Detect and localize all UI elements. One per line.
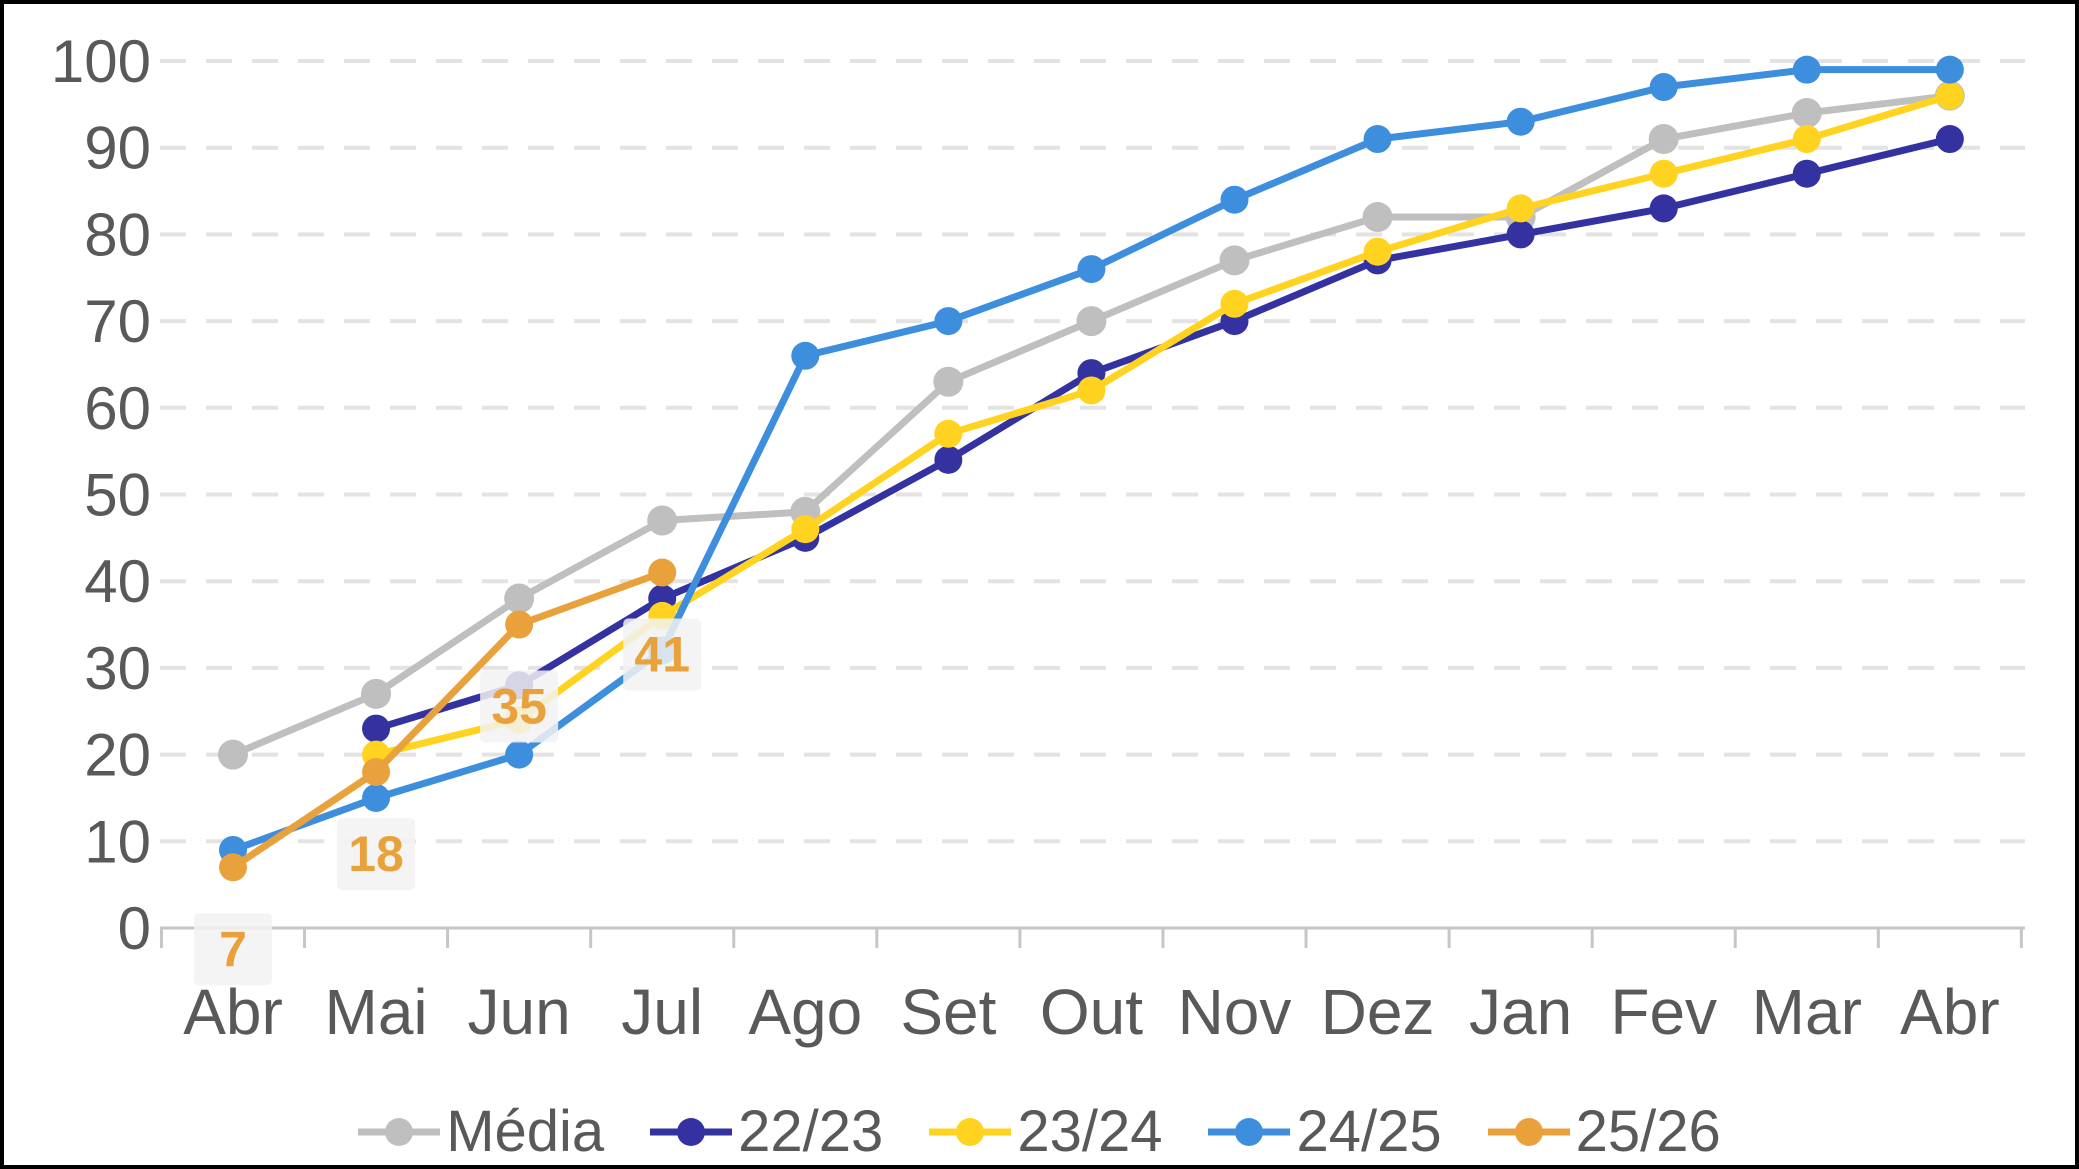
line-chart: 0 10 20 30 40 50 60 70 80 90 100 Abr Mai Jun Jul Ago Set… — [51, 28, 2025, 1048]
data-point-series-3 — [1649, 73, 1678, 102]
y-axis-label: 0 — [118, 895, 151, 962]
data-point-series-2 — [791, 515, 820, 544]
data-point-series-2 — [1506, 194, 1535, 223]
legend-marker-icon — [929, 1117, 1012, 1146]
x-axis-label: Nov — [1178, 976, 1292, 1048]
data-point-series-2 — [1935, 81, 1964, 110]
y-axis-label: 70 — [84, 288, 151, 355]
y-axis-label: 80 — [84, 201, 151, 268]
x-axis-label: Set — [900, 976, 996, 1048]
data-point-series-3 — [1935, 55, 1964, 84]
x-axis-label: Jun — [468, 976, 571, 1048]
data-point-series-2 — [1649, 159, 1678, 188]
data-point-series-0 — [1791, 98, 1822, 129]
data-point-series-4 — [219, 853, 247, 882]
data-point-series-1 — [934, 445, 963, 474]
data-point-series-3 — [505, 740, 534, 769]
data-point-series-1 — [362, 714, 391, 743]
chart-legend: Média 22/23 23/24 24/25 25/26 — [4, 1098, 2075, 1165]
y-axis-label: 90 — [84, 115, 151, 182]
series-line-4 — [231, 569, 664, 871]
series-line-1 — [375, 135, 1951, 732]
data-point-series-0 — [218, 739, 248, 770]
y-axis-label: 100 — [51, 28, 151, 95]
y-axis-label: 40 — [84, 548, 151, 615]
x-axis-label: Abr — [1900, 976, 2000, 1048]
data-point-series-2 — [934, 419, 963, 448]
y-axis-label: 20 — [84, 722, 151, 789]
legend-label: Média — [446, 1099, 605, 1164]
data-point-series-0 — [1076, 306, 1107, 337]
data-point-series-3 — [934, 307, 963, 336]
point-label-box — [480, 670, 559, 743]
y-axis-label: 30 — [84, 635, 151, 702]
data-point-series-2 — [1077, 376, 1106, 405]
data-point-series-3 — [1363, 125, 1392, 154]
data-point-series-0 — [1648, 124, 1679, 155]
legend-label: 24/25 — [1296, 1099, 1442, 1164]
y-axis-label: 60 — [84, 375, 151, 442]
y-axis-label: 50 — [84, 462, 151, 529]
legend-marker-icon — [1487, 1117, 1570, 1146]
point-label-box — [194, 913, 272, 986]
data-point-series-3 — [1220, 185, 1249, 214]
data-point-series-3 — [1792, 55, 1821, 84]
data-point-series-3 — [362, 783, 391, 812]
legend-item-25-26: 25/26 — [1487, 1098, 1721, 1165]
data-point-series-1 — [1649, 194, 1678, 223]
legend-marker-icon — [650, 1117, 733, 1146]
x-axis-label: Dez — [1321, 976, 1435, 1048]
data-point-series-3 — [1077, 255, 1106, 284]
legend-marker-icon — [1208, 1117, 1291, 1146]
point-label: 18 — [348, 826, 404, 882]
y-axis-label: 10 — [84, 808, 151, 875]
point-label-box — [623, 618, 702, 691]
point-label: 41 — [634, 627, 690, 683]
x-axis-label: Abr — [183, 976, 283, 1048]
data-point-series-3 — [1506, 107, 1535, 136]
legend-item-22-23: 22/23 — [650, 1098, 883, 1165]
data-point-series-0 — [933, 366, 964, 397]
data-point-series-4 — [648, 558, 677, 587]
x-axis-label: Ago — [748, 976, 862, 1048]
data-point-series-0 — [1362, 202, 1393, 233]
data-point-series-4 — [505, 610, 534, 639]
data-point-series-0 — [647, 505, 678, 536]
data-point-series-2 — [1220, 289, 1249, 318]
data-point-series-0 — [504, 583, 535, 614]
x-axis-label: Jan — [1469, 976, 1572, 1048]
legend-item-24-25: 24/25 — [1208, 1098, 1442, 1165]
data-point-series-2 — [1363, 237, 1392, 266]
data-point-series-0 — [361, 678, 392, 709]
x-axis-label: Out — [1040, 976, 1143, 1048]
legend-item-23-24: 23/24 — [929, 1098, 1162, 1165]
x-axis-label: Mar — [1752, 976, 1862, 1048]
legend-marker-icon — [358, 1117, 441, 1146]
data-point-series-3 — [791, 341, 820, 370]
data-point-series-1 — [1935, 125, 1964, 154]
x-axis-label: Fev — [1610, 976, 1717, 1048]
legend-label: 22/23 — [738, 1099, 884, 1164]
data-point-series-1 — [1792, 159, 1821, 188]
data-point-series-0 — [1219, 245, 1250, 276]
legend-label: 25/26 — [1575, 1099, 1721, 1164]
legend-label: 23/24 — [1017, 1099, 1163, 1164]
legend-item-m-dia: Média — [358, 1098, 604, 1165]
data-point-series-2 — [1792, 125, 1821, 154]
point-label: 35 — [491, 679, 547, 735]
point-label: 7 — [219, 921, 247, 977]
x-axis-label: Mai — [325, 976, 428, 1048]
x-axis-label: Jul — [621, 976, 703, 1048]
data-point-series-1 — [1506, 220, 1535, 249]
data-point-series-4 — [362, 757, 391, 786]
point-label-box — [337, 817, 416, 890]
